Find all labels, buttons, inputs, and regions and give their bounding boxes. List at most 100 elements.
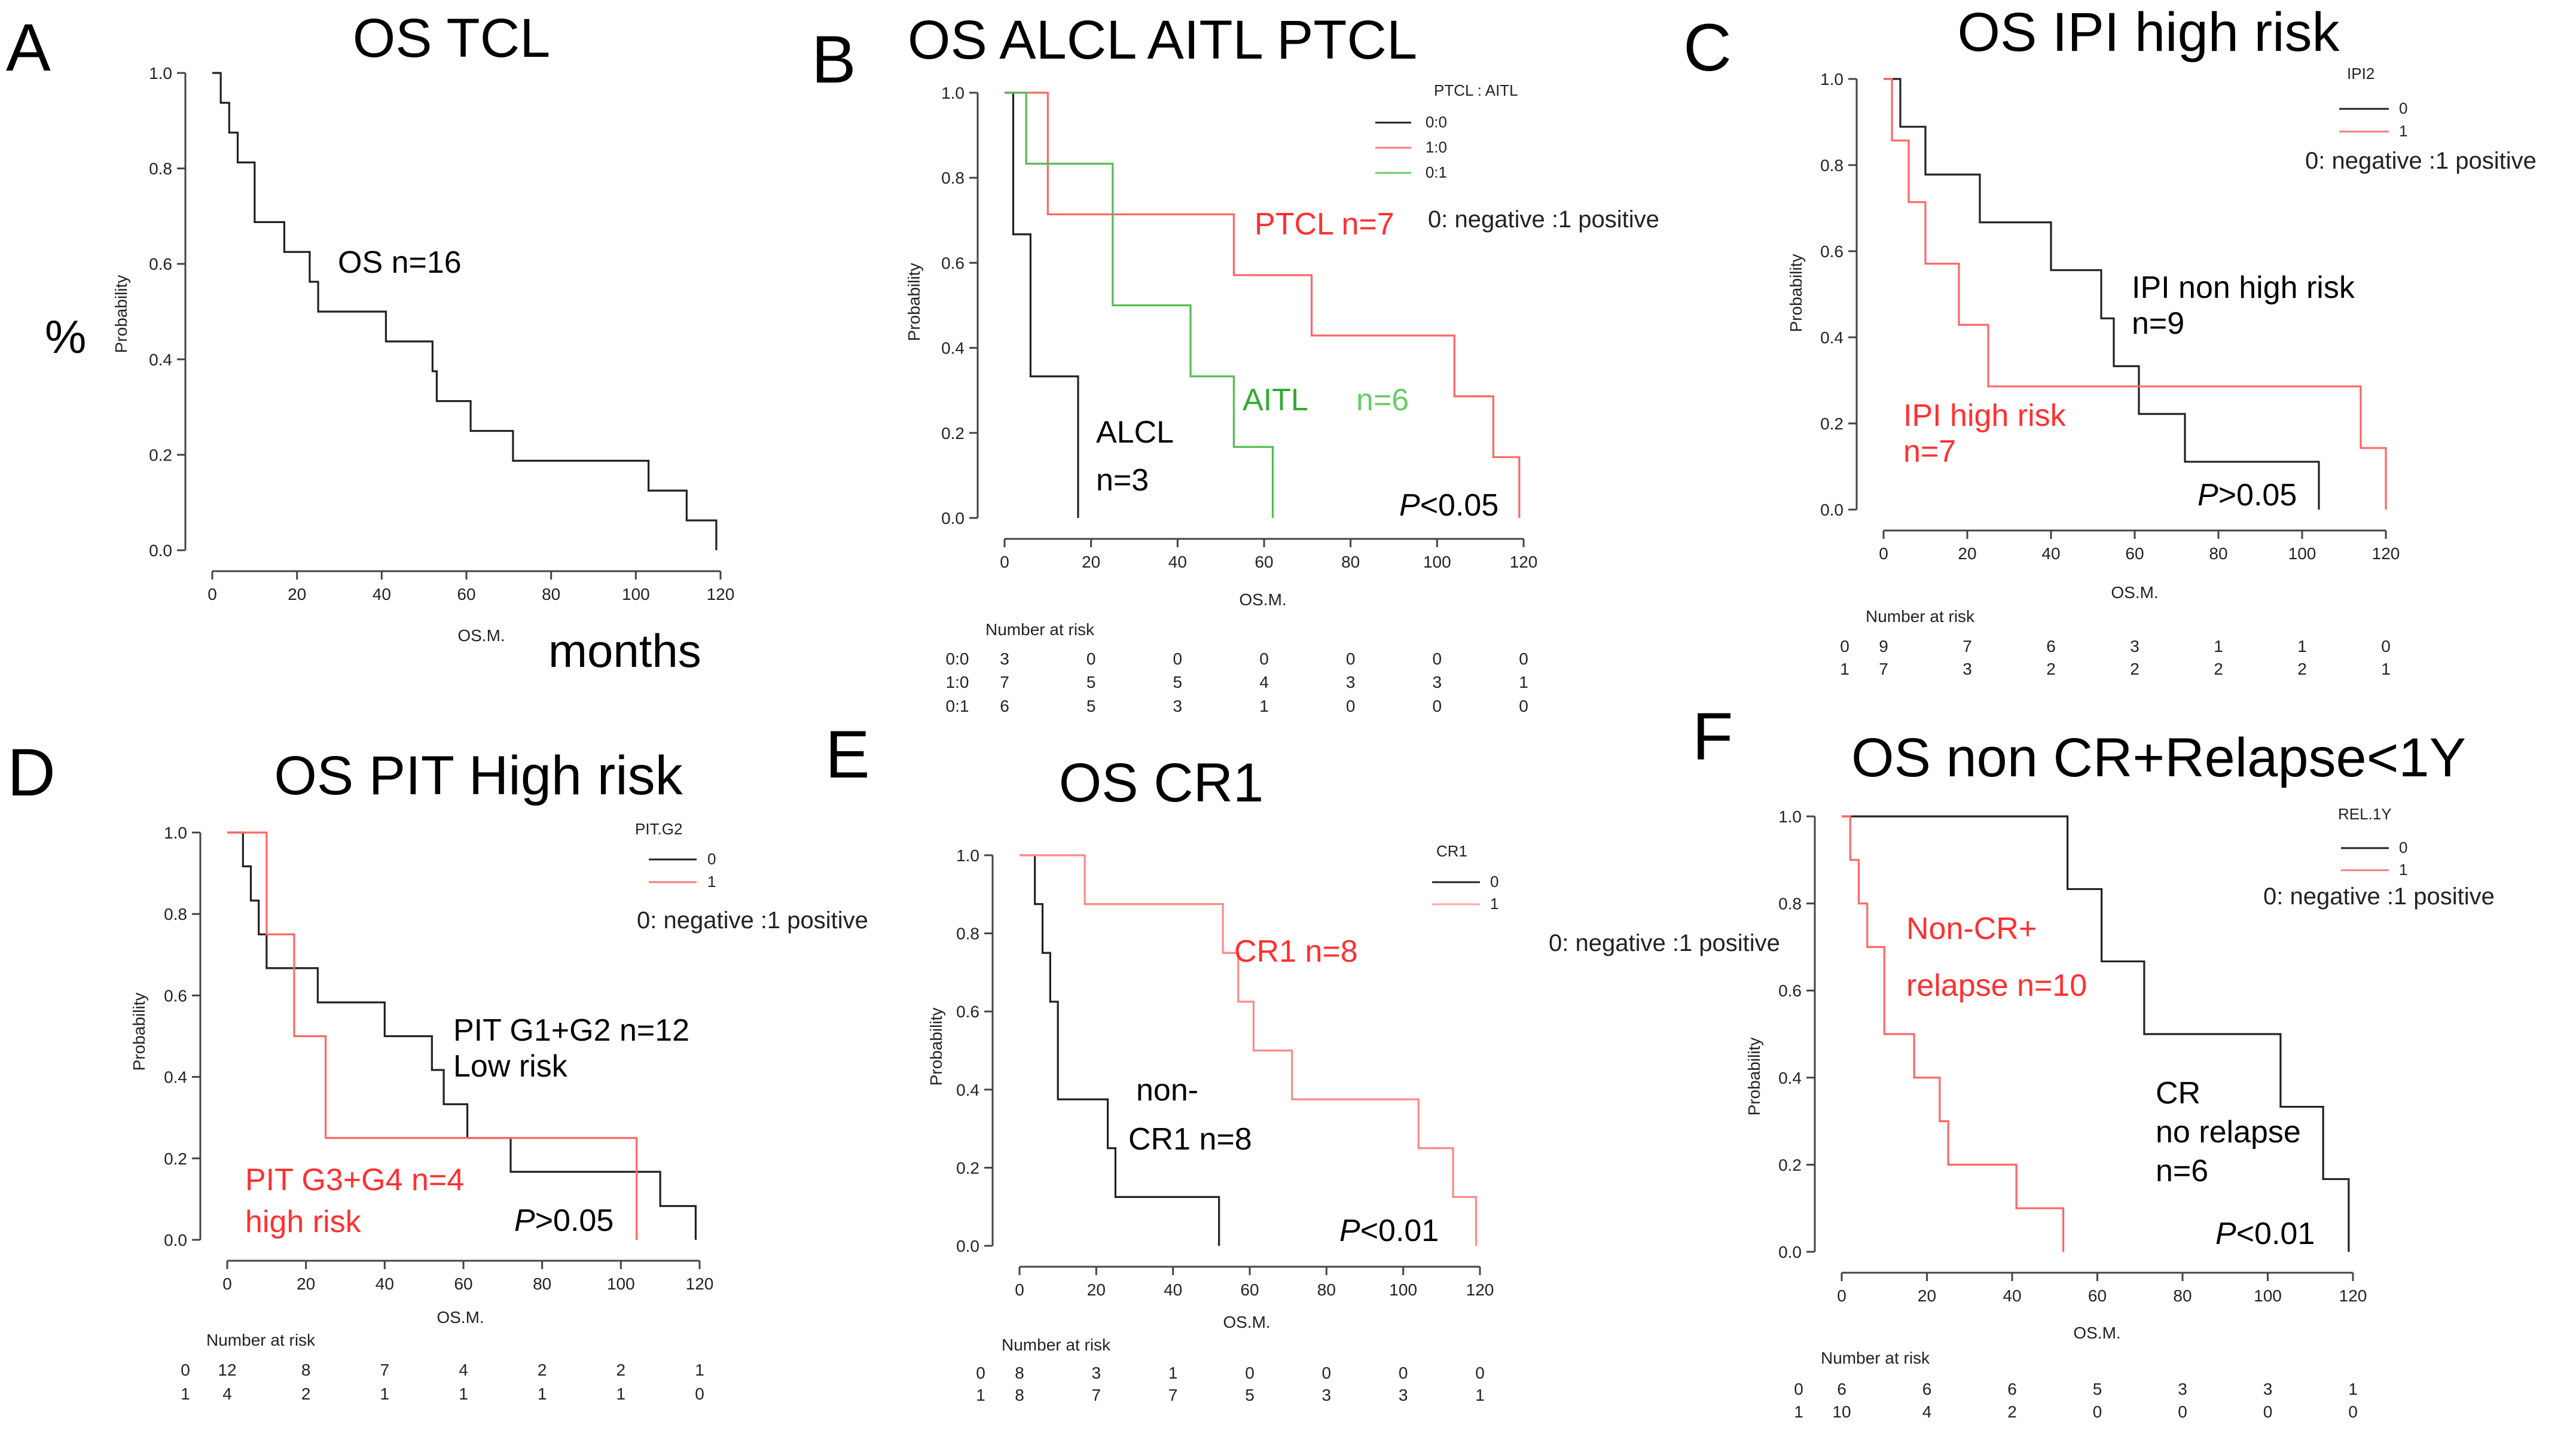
risk-cell: 0 <box>2093 1403 2102 1421</box>
p-value-symbol: P <box>2215 1217 2236 1251</box>
legend-title: PIT.G2 <box>635 820 682 838</box>
km-curve-OS-0 <box>212 72 718 550</box>
p-value-symbol: P <box>1339 1214 1360 1248</box>
x-tick-label: 20 <box>1082 553 1100 571</box>
risk-cell: 2 <box>2214 660 2223 678</box>
y-tick-label: 1.0 <box>1820 70 1844 89</box>
y-tick-label: 0.6 <box>956 1002 979 1021</box>
risk-cell: 0 <box>2348 1403 2358 1421</box>
risk-cell: 3 <box>1092 1364 1101 1382</box>
panel-title: OS PIT High risk <box>274 745 683 806</box>
curve-annotation: n=7 <box>1903 434 1956 469</box>
p-value-symbol: P <box>1399 488 1420 523</box>
risk-table-header: Number at risk <box>1821 1349 1930 1367</box>
km-curve-1-1 <box>1020 854 1478 1246</box>
panel-letter: A <box>6 10 51 85</box>
x-tick-label: 100 <box>622 585 650 603</box>
y-axis-label: Probability <box>905 263 923 342</box>
curve-annotation: 0: negative :1 positive <box>1428 206 1659 233</box>
curve-annotation: CR1 n=8 <box>1234 934 1358 969</box>
x-tick-label: 80 <box>1341 553 1360 571</box>
extra-label: % <box>45 310 86 363</box>
legend-label: 1 <box>2399 122 2407 140</box>
p-value-text: <0.01 <box>1360 1214 1439 1248</box>
risk-cell: 6 <box>2007 1380 2017 1398</box>
risk-cell: 0 <box>695 1385 704 1403</box>
risk-row-label: 0 <box>1840 637 1849 656</box>
risk-row-label: 0 <box>181 1361 190 1379</box>
risk-row-label: 0 <box>976 1364 985 1382</box>
legend-title: PTCL : AITL <box>1434 81 1518 99</box>
x-tick-label: 80 <box>1317 1280 1336 1299</box>
y-tick-label: 0.8 <box>1820 156 1844 175</box>
risk-cell: 1 <box>1259 697 1269 715</box>
p-value: P<0.01 <box>2215 1217 2315 1251</box>
x-tick-label: 20 <box>1958 544 1976 563</box>
x-axis-label: OS.M. <box>1223 1313 1270 1331</box>
y-tick-label: 0.2 <box>1778 1155 1802 1174</box>
x-tick-label: 80 <box>533 1275 551 1293</box>
y-axis-label: Probability <box>130 993 148 1071</box>
risk-cell: 7 <box>380 1361 390 1379</box>
y-tick-label: 1.0 <box>149 64 172 83</box>
legend-label: 0:1 <box>1426 163 1447 181</box>
km-curve-0-0 <box>227 831 697 1240</box>
legend-title: REL.1Y <box>2338 805 2392 823</box>
risk-cell: 5 <box>1086 673 1096 691</box>
x-tick-label: 100 <box>2288 544 2316 563</box>
y-axis-label: Probability <box>112 275 130 353</box>
risk-cell: 3 <box>1962 660 1972 678</box>
curve-annotation: IPI non high risk <box>2132 270 2355 305</box>
x-tick-label: 120 <box>2372 544 2400 563</box>
x-tick-label: 100 <box>1389 1280 1417 1299</box>
risk-cell: 2 <box>2007 1403 2017 1421</box>
y-tick-label: 0.2 <box>1820 414 1844 433</box>
y-tick-label: 0.2 <box>956 1158 979 1177</box>
p-value-text: <0.05 <box>1420 488 1499 523</box>
x-tick-label: 40 <box>2041 544 2060 563</box>
curve-annotation: no relapse <box>2156 1115 2301 1150</box>
curve-annotation: PIT G3+G4 n=4 <box>245 1163 464 1197</box>
km-curve-10-1 <box>1005 92 1521 518</box>
risk-cell: 0 <box>1519 697 1528 715</box>
legend-label: 1 <box>2399 861 2407 879</box>
risk-cell: 3 <box>2178 1380 2187 1398</box>
x-tick-label: 0 <box>1837 1286 1846 1305</box>
x-tick-label: 40 <box>1164 1280 1182 1299</box>
y-tick-label: 0.0 <box>149 541 172 560</box>
risk-cell: 0 <box>1245 1364 1255 1382</box>
panel-title: OS CR1 <box>1059 752 1264 813</box>
risk-cell: 4 <box>222 1385 232 1403</box>
p-value: P>0.05 <box>514 1203 614 1238</box>
risk-cell: 1 <box>1168 1364 1178 1382</box>
km-curve-1-1 <box>227 831 638 1240</box>
risk-cell: 2 <box>301 1385 311 1403</box>
risk-cell: 1 <box>1519 673 1528 691</box>
curve-annotation: IPI high risk <box>1903 398 2067 433</box>
x-tick-label: 20 <box>297 1275 315 1293</box>
panel-letter: B <box>811 22 856 97</box>
risk-cell: 7 <box>1000 673 1009 691</box>
risk-cell: 5 <box>2093 1380 2102 1398</box>
legend-label: 0 <box>2399 839 2407 856</box>
y-tick-label: 0.8 <box>1778 895 1802 913</box>
risk-cell: 4 <box>1259 673 1269 691</box>
risk-row-label: 0 <box>1794 1380 1803 1398</box>
curve-annotation: n=6 <box>2156 1154 2208 1188</box>
p-value-text: <0.01 <box>2236 1217 2315 1251</box>
x-tick-label: 0 <box>1000 553 1009 571</box>
curve-annotation: Low risk <box>453 1049 568 1084</box>
x-tick-label: 20 <box>1918 1286 1936 1305</box>
x-tick-label: 40 <box>376 1275 394 1293</box>
x-tick-label: 80 <box>542 585 560 603</box>
risk-cell: 8 <box>1015 1364 1024 1382</box>
risk-table-header: Number at risk <box>206 1331 316 1349</box>
curve-annotation: CR <box>2156 1076 2200 1111</box>
risk-cell: 0 <box>1475 1364 1485 1382</box>
risk-cell: 3 <box>1322 1386 1332 1404</box>
risk-cell: 3 <box>1346 673 1356 691</box>
